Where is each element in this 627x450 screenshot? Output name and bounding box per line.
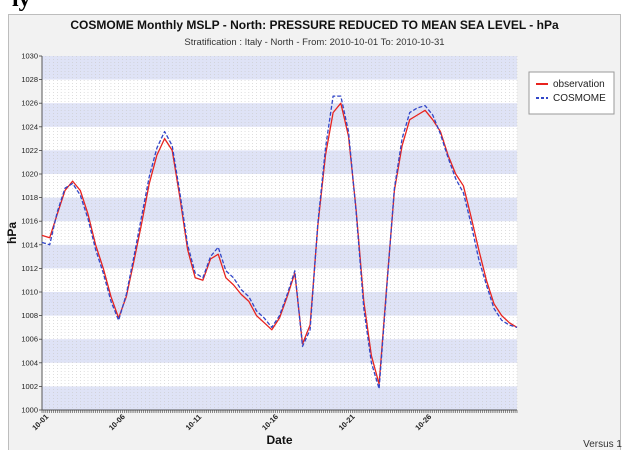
grid-band: [42, 292, 517, 316]
clipped-heading: ly: [12, 0, 31, 13]
x-tick-label: 10-11: [184, 412, 204, 432]
chart-title: COSMOME Monthly MSLP - North: PRESSURE R…: [70, 18, 559, 32]
x-axis-label: Date: [266, 433, 292, 447]
y-tick-label: 1016: [21, 217, 38, 226]
y-tick-label: 1018: [21, 193, 38, 202]
x-tick-label: 10-01: [30, 412, 50, 432]
y-axis-label: hPa: [5, 222, 19, 244]
legend-label: observation: [553, 79, 605, 90]
y-tick-label: 1000: [21, 406, 38, 415]
legend-label: COSMOME: [553, 93, 606, 104]
y-tick-label: 1030: [21, 52, 38, 61]
legend-box: [528, 71, 615, 115]
series-line-cosmome: [41, 95, 518, 390]
chart-footer: Versus 1: [583, 439, 622, 450]
grid-band: [42, 103, 517, 127]
y-tick-label: 1028: [21, 75, 38, 84]
y-tick-label: 1010: [21, 288, 38, 297]
y-tick-label: 1024: [21, 122, 38, 131]
grid-band: [42, 56, 517, 80]
grid-band: [42, 244, 517, 269]
y-tick-label: 1012: [21, 264, 38, 273]
x-tick-label: 10-06: [107, 412, 127, 432]
y-tick-label: 1006: [21, 335, 38, 344]
x-tick-label: 10-21: [337, 412, 357, 432]
x-tick-label: 10-16: [260, 412, 280, 432]
y-tick-label: 1004: [21, 358, 38, 367]
y-tick-label: 1026: [21, 99, 38, 108]
x-tick-label: 10-26: [413, 412, 433, 432]
y-tick-label: 1008: [21, 311, 38, 320]
y-tick-label: 1020: [21, 170, 38, 179]
y-tick-label: 1002: [21, 382, 38, 391]
chart-subtitle: Stratification : Italy - North - From: 2…: [184, 37, 445, 48]
y-tick-label: 1022: [21, 146, 38, 155]
legend: observation COSMOME: [528, 71, 615, 115]
y-tick-label: 1014: [21, 240, 38, 249]
